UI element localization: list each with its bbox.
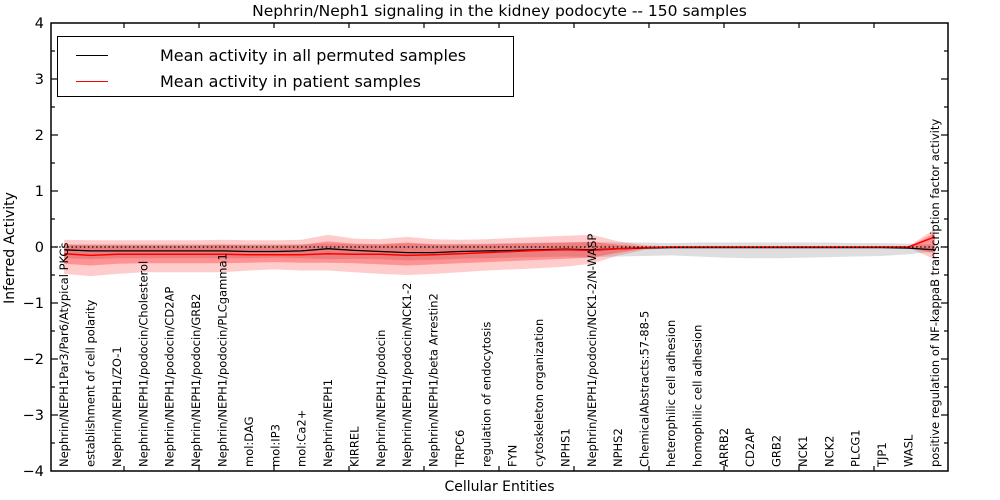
y-tick-label: −3 bbox=[23, 408, 44, 424]
x-category-label: Nephrin/NEPH1/podocin/NCK1-2/N-WASP bbox=[585, 234, 599, 467]
x-category-label: heterophilic cell adhesion bbox=[664, 320, 678, 467]
x-category-label: NPHS2 bbox=[611, 428, 625, 467]
x-category-label: TJP1 bbox=[875, 442, 889, 468]
y-tick-label: 2 bbox=[35, 128, 44, 144]
x-category-label: establishment of cell polarity bbox=[84, 299, 98, 467]
x-category-label: ARRB2 bbox=[717, 428, 731, 467]
legend-entry-label: Mean activity in patient samples bbox=[160, 71, 421, 91]
x-category-label: mol:IP3 bbox=[268, 424, 282, 467]
x-category-label: GRB2 bbox=[770, 435, 784, 467]
x-category-label: NCK1 bbox=[796, 436, 810, 468]
x-category-label: cytoskeleton organization bbox=[532, 319, 546, 467]
x-category-label: Nephrin/NEPH1/podocin/PLCgamma1 bbox=[215, 253, 229, 467]
x-category-label: regulation of endocytosis bbox=[479, 322, 493, 467]
permuted-line-swatch bbox=[76, 54, 108, 56]
x-category-label: NPHS1 bbox=[558, 428, 572, 467]
x-category-label: Nephrin/NEPH1/podocin/Cholesterol bbox=[136, 261, 150, 467]
x-category-label: Nephrin/NEPH1/podocin/GRB2 bbox=[189, 294, 203, 467]
x-category-label: FYN bbox=[506, 445, 520, 467]
y-tick-label: 3 bbox=[35, 72, 44, 88]
y-tick-label: 1 bbox=[35, 184, 44, 200]
y-tick-label: −1 bbox=[23, 296, 44, 312]
x-category-label: WASL bbox=[901, 434, 915, 467]
x-category-label: KIRREL bbox=[347, 426, 361, 467]
x-category-label: CD2AP bbox=[743, 428, 757, 467]
patient-samples-inner-range-band bbox=[64, 233, 935, 266]
x-category-label: Nephrin/NEPH1/podocin/CD2AP bbox=[163, 287, 177, 467]
y-tick-label: −2 bbox=[23, 352, 44, 368]
x-category-label: Nephrin/NEPH1/ZO-1 bbox=[110, 346, 124, 467]
y-axis-label: Inferred Activity bbox=[2, 192, 18, 304]
legend-entry-label: Mean activity in all permuted samples bbox=[160, 45, 467, 65]
x-category-label: NCK2 bbox=[822, 436, 836, 468]
x-category-label: Nephrin/NEPH1/podocin bbox=[374, 330, 388, 467]
patient-line-swatch bbox=[76, 80, 108, 82]
x-axis-label: Cellular Entities bbox=[444, 479, 555, 495]
y-tick-label: −4 bbox=[23, 464, 44, 480]
legend-box: Mean activity in all permuted samples Me… bbox=[57, 36, 514, 97]
x-category-label: positive regulation of NF-kappaB transcr… bbox=[928, 119, 942, 467]
y-tick-label: 4 bbox=[35, 16, 44, 32]
chart-title: Nephrin/Neph1 signaling in the kidney po… bbox=[252, 2, 747, 20]
y-tick-label: 0 bbox=[35, 240, 44, 256]
x-category-label: TRPC6 bbox=[453, 430, 467, 468]
legend-entry-patient: Mean activity in patient samples bbox=[58, 71, 421, 91]
x-category-label: Nephrin/NEPH1 bbox=[321, 379, 335, 467]
x-category-label: ChemicalAbstracts:57-88-5 bbox=[638, 311, 652, 467]
x-category-label: homophilic cell adhesion bbox=[690, 325, 704, 467]
x-category-label: mol:Ca2+ bbox=[295, 410, 309, 467]
x-category-label: PLCG1 bbox=[849, 429, 863, 467]
x-category-label: Nephrin/NEPH1/beta Arrestin2 bbox=[427, 293, 441, 467]
x-category-label: mol:DAG bbox=[242, 416, 256, 467]
legend-entry-permuted: Mean activity in all permuted samples bbox=[58, 45, 466, 65]
x-category-label: Nephrin/NEPH1/podocin/NCK1-2 bbox=[400, 283, 414, 467]
x-category-label: Nephrin/NEPH1Par3/Par6/Atypical PKCs bbox=[57, 243, 71, 467]
